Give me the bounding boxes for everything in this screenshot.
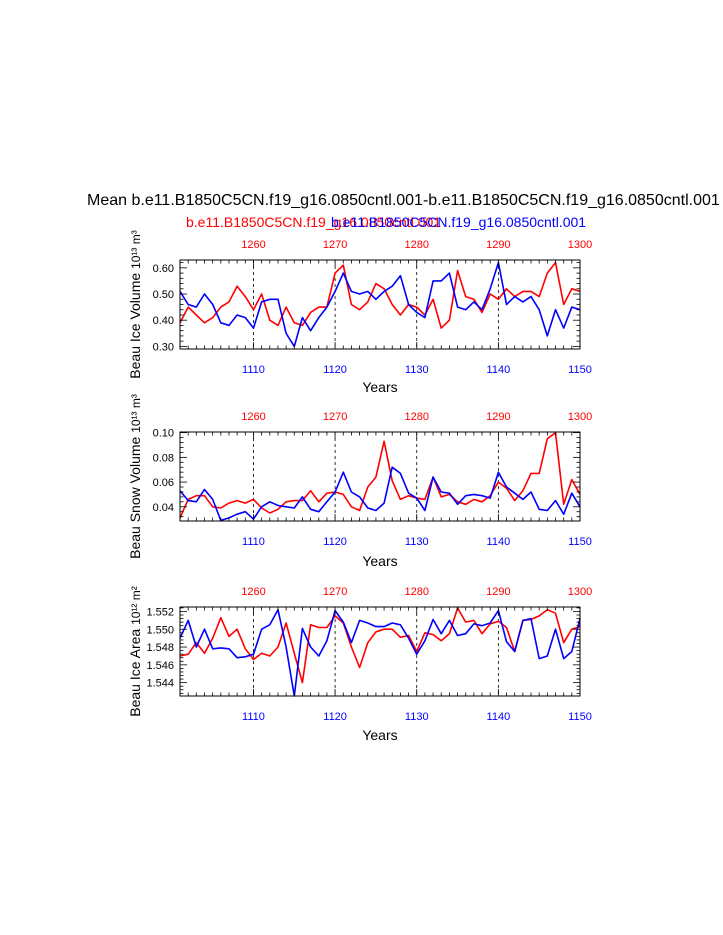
y-tick-label: 1.548 xyxy=(146,642,174,654)
x-tick-label-top: 1300 xyxy=(568,239,592,251)
page-title-text: Mean b.e11.B1850C5CN.f19_g16.0850cntl.00… xyxy=(87,192,720,209)
x-axis-label: Years xyxy=(362,553,397,569)
x-tick-label-bottom: 1110 xyxy=(242,536,265,548)
case-label-red: b.e11.B1850C5CN.f19_g16.0850cntl.001 xyxy=(186,214,442,230)
y-tick-label: 1.550 xyxy=(146,624,174,636)
y-tick-label: 1.544 xyxy=(146,678,174,690)
y-tick-label: 0.50 xyxy=(153,289,174,301)
x-tick-label-bottom: 1140 xyxy=(487,711,511,723)
page-title: Mean b.e11.B1850C5CN.f19_g16.0850cntl.00… xyxy=(0,192,723,212)
x-tick-label-top: 1300 xyxy=(568,586,592,598)
y-axis-label-unit: 10¹³ m³ xyxy=(129,394,143,433)
x-tick-label-bottom: 1110 xyxy=(242,711,265,723)
x-tick-label-top: 1280 xyxy=(404,586,428,598)
y-tick-label: 1.552 xyxy=(146,606,174,618)
x-axis-label: Years xyxy=(362,727,397,743)
x-tick-label-bottom: 1150 xyxy=(568,364,592,376)
x-tick-label-top: 1260 xyxy=(241,586,265,598)
x-tick-label-bottom: 1130 xyxy=(405,536,429,548)
x-tick-label-bottom: 1120 xyxy=(323,711,347,723)
x-tick-label-top: 1290 xyxy=(486,411,510,423)
x-tick-label-top: 1270 xyxy=(323,411,347,423)
y-axis-label-name: Beau Ice Area xyxy=(127,629,143,717)
x-tick-label-bottom: 1120 xyxy=(323,364,347,376)
y-tick-label: 0.40 xyxy=(153,315,174,327)
series-line-blue xyxy=(179,261,581,348)
x-tick-label-top: 1290 xyxy=(486,586,510,598)
plot-frame xyxy=(179,259,581,350)
x-axis-label: Years xyxy=(362,379,397,395)
x-tick-label-top: 1280 xyxy=(404,239,428,251)
y-tick-label: 0.06 xyxy=(153,477,174,489)
plot-frame xyxy=(179,606,581,697)
y-axis-label: Beau Ice Volume 10¹³ m³ xyxy=(127,230,143,378)
chart-panel-2: 1110 1120 1130 1140 1150 1260 1270 1280 1290 1300… xyxy=(127,394,592,569)
x-tick-label-top: 1270 xyxy=(323,239,347,251)
series-line-red xyxy=(179,607,581,684)
plot-frame xyxy=(179,431,581,522)
y-tick-label: 0.60 xyxy=(153,263,174,275)
y-axis-label-unit: 10¹² m² xyxy=(129,586,143,625)
x-tick-label-bottom: 1130 xyxy=(405,711,429,723)
y-tick-label: 1.546 xyxy=(146,660,174,672)
case-labels: b.e11.B1850C5CN.f19_g16.0850cntl.001 b.e… xyxy=(0,214,723,234)
x-tick-label-top: 1300 xyxy=(568,411,592,423)
chart-panel-1: 1110 1120 1130 1140 1150 1260 1270 1280 1290 1300… xyxy=(127,230,592,395)
x-tick-label-bottom: 1150 xyxy=(568,536,592,548)
series-line-blue xyxy=(179,608,581,697)
x-tick-label-top: 1260 xyxy=(241,411,265,423)
y-axis-label: Beau Ice Area 10¹² m² xyxy=(127,586,143,717)
y-tick-label: 0.10 xyxy=(153,428,174,440)
case-label-blue: b.e11.B1850C5CN.f19_g16.0850cntl.001 xyxy=(331,214,587,230)
x-tick-label-bottom: 1140 xyxy=(487,364,511,376)
y-axis-label-name: Beau Ice Volume xyxy=(127,273,143,379)
y-tick-label: 0.04 xyxy=(153,502,174,514)
series-line-red xyxy=(179,431,581,519)
x-tick-label-bottom: 1110 xyxy=(242,364,265,376)
y-axis-label-unit: 10¹³ m³ xyxy=(129,230,143,269)
y-axis-label-name: Beau Snow Volume xyxy=(127,436,143,558)
x-tick-label-top: 1290 xyxy=(486,239,510,251)
x-tick-label-bottom: 1120 xyxy=(323,536,347,548)
series-line-red xyxy=(179,261,581,329)
y-tick-label: 0.08 xyxy=(153,452,174,464)
y-tick-label: 0.30 xyxy=(153,341,174,353)
x-tick-label-top: 1270 xyxy=(323,586,347,598)
y-axis-label: Beau Snow Volume 10¹³ m³ xyxy=(127,394,143,559)
x-tick-label-top: 1280 xyxy=(404,411,428,423)
x-tick-label-bottom: 1150 xyxy=(568,711,592,723)
x-tick-label-bottom: 1130 xyxy=(405,364,429,376)
chart-panel-3: 1110 1120 1130 1140 1150 1260 1270 1280 1290 1300… xyxy=(127,586,592,743)
x-tick-label-bottom: 1140 xyxy=(487,536,511,548)
series-line-blue xyxy=(179,466,581,522)
x-tick-label-top: 1260 xyxy=(241,239,265,251)
